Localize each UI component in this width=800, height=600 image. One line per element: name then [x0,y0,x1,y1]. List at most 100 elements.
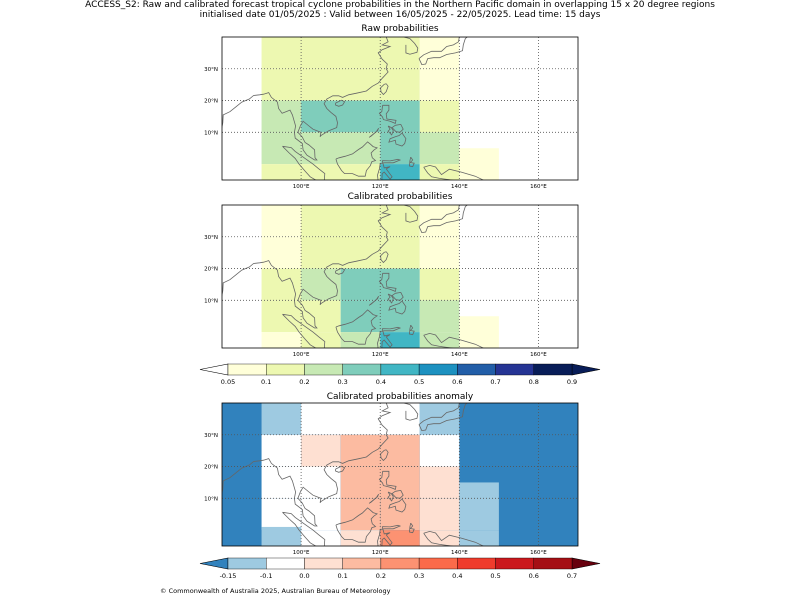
probability-cell [261,498,302,531]
colorbar-tick-label: 0.9 [567,378,577,386]
colorbar-tick-label: -0.1 [260,572,273,580]
panel-title-anomaly: Calibrated probabilities anomaly [326,392,474,402]
colorbar-segment [342,363,382,376]
longitude-tick-label: 160°E [530,184,547,190]
colorbar-segment [533,363,573,376]
coastline [418,205,468,234]
coastline [335,507,378,543]
probability-cell [419,466,460,499]
map-frame [221,204,579,349]
probability-cell [419,100,460,133]
colorbar-segment [304,557,343,570]
coastline [409,324,415,336]
colorbar-tick-label: 0.2 [299,378,309,386]
coastline [335,99,346,107]
probability-cell [301,236,420,269]
coastline [423,164,484,180]
longitude-tick-label: 160°E [530,550,547,556]
colorbar-under-triangle [199,363,229,376]
colorbar-segment [304,363,343,376]
longitude-tick-label: 100°E [293,550,310,556]
coastline [222,205,392,329]
coastline [423,530,484,546]
probability-cell [301,530,341,546]
colorbar-segment [418,363,458,376]
probability-cell [380,164,420,180]
coastline [377,326,402,348]
figure-title-line1: ACCESS_S2: Raw and calibrated forecast t… [85,0,715,10]
coastline [403,205,419,223]
colorbar-segment [495,557,534,570]
colorbar-segment [227,557,267,570]
latitude-tick-label: 10°N [204,496,218,502]
latitude-tick-label: 30°N [204,235,218,241]
coastline [388,300,407,315]
probability-cell [261,332,302,348]
probability-cell [301,498,341,531]
probability-cell [380,498,420,531]
colorbar-tick-label: 0.1 [261,378,271,386]
coastline [377,158,402,180]
map-panel-2 [222,205,578,348]
latitude-tick-label: 20°N [204,267,218,273]
map-panel-1 [222,37,578,180]
coastline [387,491,394,502]
coastline [387,293,394,304]
probability-cell [419,37,460,69]
coastline [368,295,379,306]
map-panel-3 [222,403,578,546]
coastline [418,37,468,66]
longitude-tick-label: 100°E [293,184,310,190]
probability-cell [261,236,302,269]
colorbar-tick-label: 0.7 [567,572,577,580]
coastline [409,156,415,168]
colorbar-tick-label: 0.5 [414,378,424,386]
probability-colorbar: 0.05 0.1 0.2 0.3 0.4 0.5 0.6 0.7 0.8 0.9 [199,363,601,386]
colorbar-tick-label: 0.05 [221,378,235,386]
probability-cell [419,300,460,333]
coastline [378,272,397,292]
longitude-tick-label: 140°E [451,184,468,190]
probability-cell [380,132,420,165]
probability-cell [301,132,381,165]
colorbar-tick-label: 0.2 [376,572,386,580]
probability-cell [301,434,341,467]
latitude-tick-label: 30°N [204,433,218,439]
colorbar-tick-label: 0.0 [299,572,309,580]
colorbar-tick-label: 0.8 [529,378,539,386]
colorbar-tick-label: 0.1 [337,572,347,580]
probability-cell [380,530,420,546]
colorbar-segment [380,557,420,570]
colorbar-tick-label: 0.3 [337,378,347,386]
probability-cell [419,403,460,435]
longitude-tick-label: 160°E [530,352,547,358]
probability-cell [261,434,302,467]
colorbar-segment [418,557,458,570]
anomaly-colorbar: -0.15 -0.1 0.0 0.1 0.2 0.3 0.4 0.5 0.6 0.7 [199,557,601,580]
colorbar-segment [342,557,382,570]
copyright-footer: © Commonwealth of Australia 2025, Austra… [160,587,391,595]
latitude-tick-label: 10°N [204,130,218,136]
probability-cell [261,205,302,237]
coastline [380,251,389,264]
coastline [409,522,415,534]
probability-cell [459,148,499,180]
coastline [387,125,394,136]
coastline [282,313,326,348]
colorbar-tick-label: 0.6 [529,572,539,580]
probability-cell [261,268,302,301]
longitude-tick-label: 120°E [372,352,389,358]
probability-cell [261,403,302,435]
coastline [403,403,419,421]
colorbar-segment [266,363,305,376]
colorbar-tick-label: 0.7 [490,378,500,386]
panel-title-raw: Raw probabilities [361,24,439,34]
probability-cell [419,236,460,269]
coastline [380,449,389,462]
colorbar-tick-label: 0.4 [452,572,462,580]
probability-cell [301,100,420,133]
longitude-tick-label: 120°E [372,550,389,556]
probability-cell [301,332,341,348]
coastline [282,145,326,180]
colorbar-tick-label: 0.5 [490,572,500,580]
